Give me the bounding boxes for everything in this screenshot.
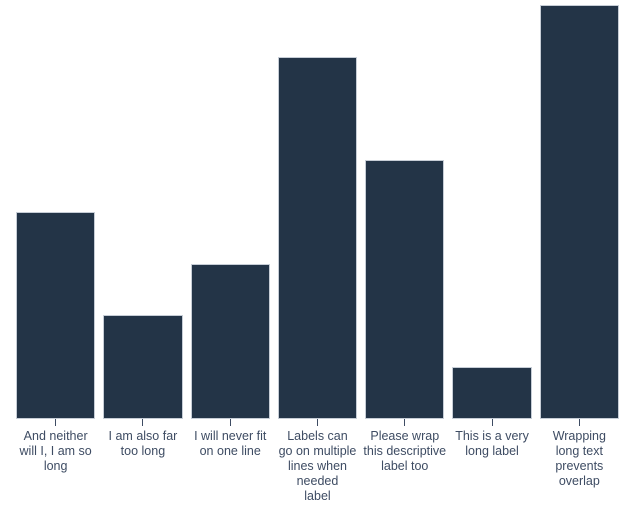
category-label-line: this descriptive	[363, 444, 447, 458]
category-label-line: too long	[120, 444, 166, 458]
axis-tick	[578, 419, 580, 426]
axis-tick	[491, 419, 493, 426]
category-label: Please wrap this descriptive label too	[363, 429, 446, 474]
bar	[539, 5, 619, 419]
category-label-line: long text	[555, 444, 603, 458]
axis-tick	[142, 419, 144, 426]
category-label-line: will I, I am so	[19, 444, 92, 458]
bar-track	[16, 0, 96, 419]
category-label: I will never fit on one line	[194, 429, 266, 459]
category-label-line: label too	[381, 459, 429, 473]
axis-tick	[404, 419, 406, 426]
category-label-line: I will never fit	[194, 429, 267, 443]
axis-tick	[316, 419, 318, 426]
bar-group: And neither will I, I am so long	[16, 0, 96, 519]
category-label-line: on one line	[199, 444, 261, 458]
category-label-line: Labels can	[287, 429, 348, 443]
category-label-line: Please wrap	[370, 429, 440, 443]
bar	[452, 367, 532, 419]
bar-group: I will never fit on one line	[190, 0, 270, 519]
category-label-line: overlap	[558, 474, 600, 488]
bar-track	[452, 0, 532, 419]
bar	[277, 57, 358, 419]
bar	[365, 160, 445, 419]
bar-track	[190, 0, 270, 419]
bar-group: I am also far too long	[103, 0, 183, 519]
axis-tick	[55, 419, 57, 426]
bar-track	[365, 0, 445, 419]
category-label-line: long label	[465, 444, 519, 458]
category-label: Wrapping long text prevents overlap	[553, 429, 606, 489]
category-label-line: needed	[296, 474, 339, 488]
bar-track	[539, 0, 619, 419]
category-label: This is a very long label	[455, 429, 529, 459]
category-label-line: prevents	[555, 459, 604, 473]
category-label: I am also far too long	[109, 429, 178, 459]
category-label-line: I am also far	[108, 429, 178, 443]
category-label: And neither will I, I am so long	[20, 429, 92, 474]
bar-group: Labels can go on multiple lines when needed…	[277, 0, 358, 519]
axis-tick	[229, 419, 231, 426]
category-label-line: lines when	[287, 459, 348, 473]
category-label-line: long	[43, 459, 68, 473]
category-label-line: Wrapping	[552, 429, 606, 443]
category-label-line: And neither	[23, 429, 88, 443]
plot-area: And neither will I, I am so long I am also …	[16, 0, 619, 519]
bar-track	[103, 0, 183, 419]
bar-track	[277, 0, 358, 419]
category-label-line: label	[304, 489, 331, 503]
category-label-line: This is a very	[455, 429, 529, 443]
bar	[16, 212, 96, 419]
bar-group: This is a very long label	[452, 0, 532, 519]
bar-group: Wrapping long text prevents overlap	[539, 0, 619, 519]
bar	[103, 315, 183, 419]
category-label: Labels can go on multiple lines when needed…	[279, 429, 357, 504]
bar-group: Please wrap this descriptive label too	[363, 0, 446, 519]
category-label-line: go on multiple	[278, 444, 357, 458]
bar	[190, 264, 270, 419]
